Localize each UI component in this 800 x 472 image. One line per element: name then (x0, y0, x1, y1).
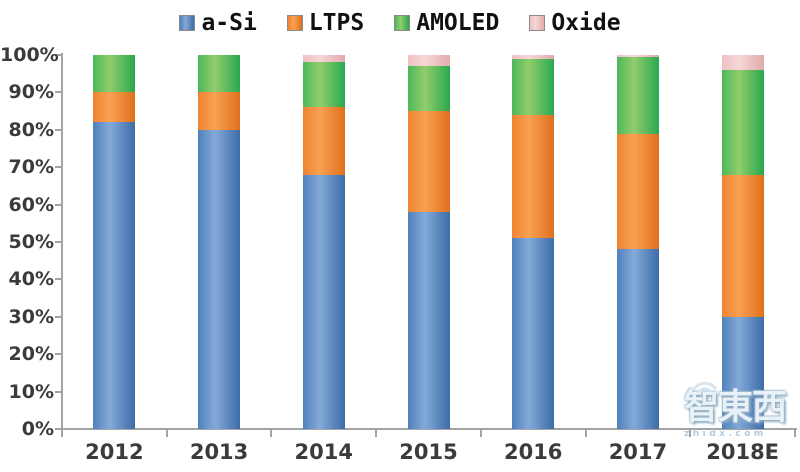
bar-segment-ltps-2018e (721, 175, 764, 317)
y-tick (55, 54, 62, 56)
bar-segment-ltps-2014 (302, 107, 345, 175)
legend-swatch-ltps (286, 15, 303, 31)
y-tick-label: 40% (8, 268, 54, 291)
y-tick (55, 241, 62, 243)
y-tick-label: 10% (8, 380, 54, 403)
legend-label: LTPS (308, 10, 365, 36)
bar-segment-a-si-2014 (302, 175, 345, 429)
bar-segment-amoled-2017 (616, 57, 659, 134)
y-tick-label: 70% (8, 156, 54, 179)
x-category-label: 2017 (608, 440, 668, 464)
x-tick (584, 430, 587, 437)
y-tick-label: 90% (8, 81, 54, 104)
bar-segment-ltps-2017 (616, 134, 659, 249)
bar-segment-oxide-2018e (721, 55, 764, 70)
bar-segment-ltps-2012 (93, 92, 136, 122)
x-tick (61, 430, 63, 437)
x-axis-line (61, 428, 797, 430)
legend-label: a-Si (201, 10, 257, 36)
bar-segment-amoled-2016 (512, 59, 555, 115)
bar-segment-oxide-2017 (616, 55, 659, 57)
x-tick (689, 430, 692, 437)
bar-segment-ltps-2016 (512, 115, 555, 238)
x-category-label: 2013 (189, 440, 249, 464)
bar-segment-a-si-2012 (93, 122, 136, 429)
x-tick (270, 430, 273, 437)
legend-item-amoled: AMOLED (394, 10, 499, 36)
y-tick (55, 278, 62, 281)
bar-segment-amoled-2014 (302, 62, 345, 107)
x-tick (165, 430, 168, 437)
bar-segment-ltps-2015 (407, 111, 450, 212)
y-tick-label: 50% (8, 231, 54, 253)
y-tick-label: 100% (0, 44, 59, 66)
legend-label: AMOLED (416, 10, 500, 36)
y-tick (55, 128, 62, 131)
legend-swatch-oxide (529, 15, 546, 31)
legend-item-oxide: Oxide (529, 10, 621, 36)
legend-swatch-a-si (179, 15, 196, 31)
x-tick (479, 430, 482, 437)
legend-label: Oxide (551, 10, 621, 36)
bar-segment-a-si-2015 (407, 212, 450, 429)
bar-segment-oxide-2016 (512, 55, 555, 59)
y-tick (55, 390, 62, 393)
bar-segment-oxide-2015 (407, 55, 450, 66)
x-category-label: 2012 (85, 440, 144, 464)
x-tick (375, 430, 378, 437)
legend-item-ltps: LTPS (286, 10, 365, 36)
bar-segment-ltps-2013 (198, 92, 241, 130)
legend-swatch-amoled (394, 15, 411, 31)
bar-segment-a-si-2018e (721, 317, 764, 429)
x-category-label: 2018E (706, 440, 780, 464)
y-axis-line (61, 53, 63, 430)
y-tick (55, 353, 62, 356)
bar-segment-amoled-2015 (407, 66, 450, 111)
y-tick-label: 20% (8, 343, 54, 366)
y-tick (55, 315, 62, 318)
watermark-subtext: zhidx.com (684, 428, 767, 439)
bar-segment-a-si-2017 (616, 249, 659, 429)
bar-segment-a-si-2013 (198, 130, 241, 429)
x-category-label: 2016 (503, 440, 563, 464)
y-tick-label: 80% (8, 118, 54, 141)
y-tick-label: 0% (21, 418, 54, 440)
bar-segment-amoled-2012 (93, 55, 136, 92)
bar-segment-oxide-2014 (302, 55, 345, 62)
y-tick (55, 203, 62, 206)
chart-legend: a-Si LTPS AMOLED Oxide (0, 10, 800, 36)
y-tick (55, 91, 62, 94)
y-tick-label: 30% (8, 305, 54, 328)
x-category-label: 2014 (294, 440, 353, 464)
bar-segment-a-si-2016 (512, 238, 555, 429)
y-tick-label: 60% (8, 193, 54, 216)
legend-item-a-si: a-Si (179, 10, 257, 36)
bar-segment-amoled-2013 (198, 55, 241, 92)
x-category-label: 2015 (399, 440, 458, 464)
x-tick (794, 430, 796, 437)
bar-segment-amoled-2018e (721, 70, 764, 175)
y-tick (55, 166, 62, 169)
y-tick (55, 428, 62, 430)
wifi-icon (693, 381, 717, 393)
